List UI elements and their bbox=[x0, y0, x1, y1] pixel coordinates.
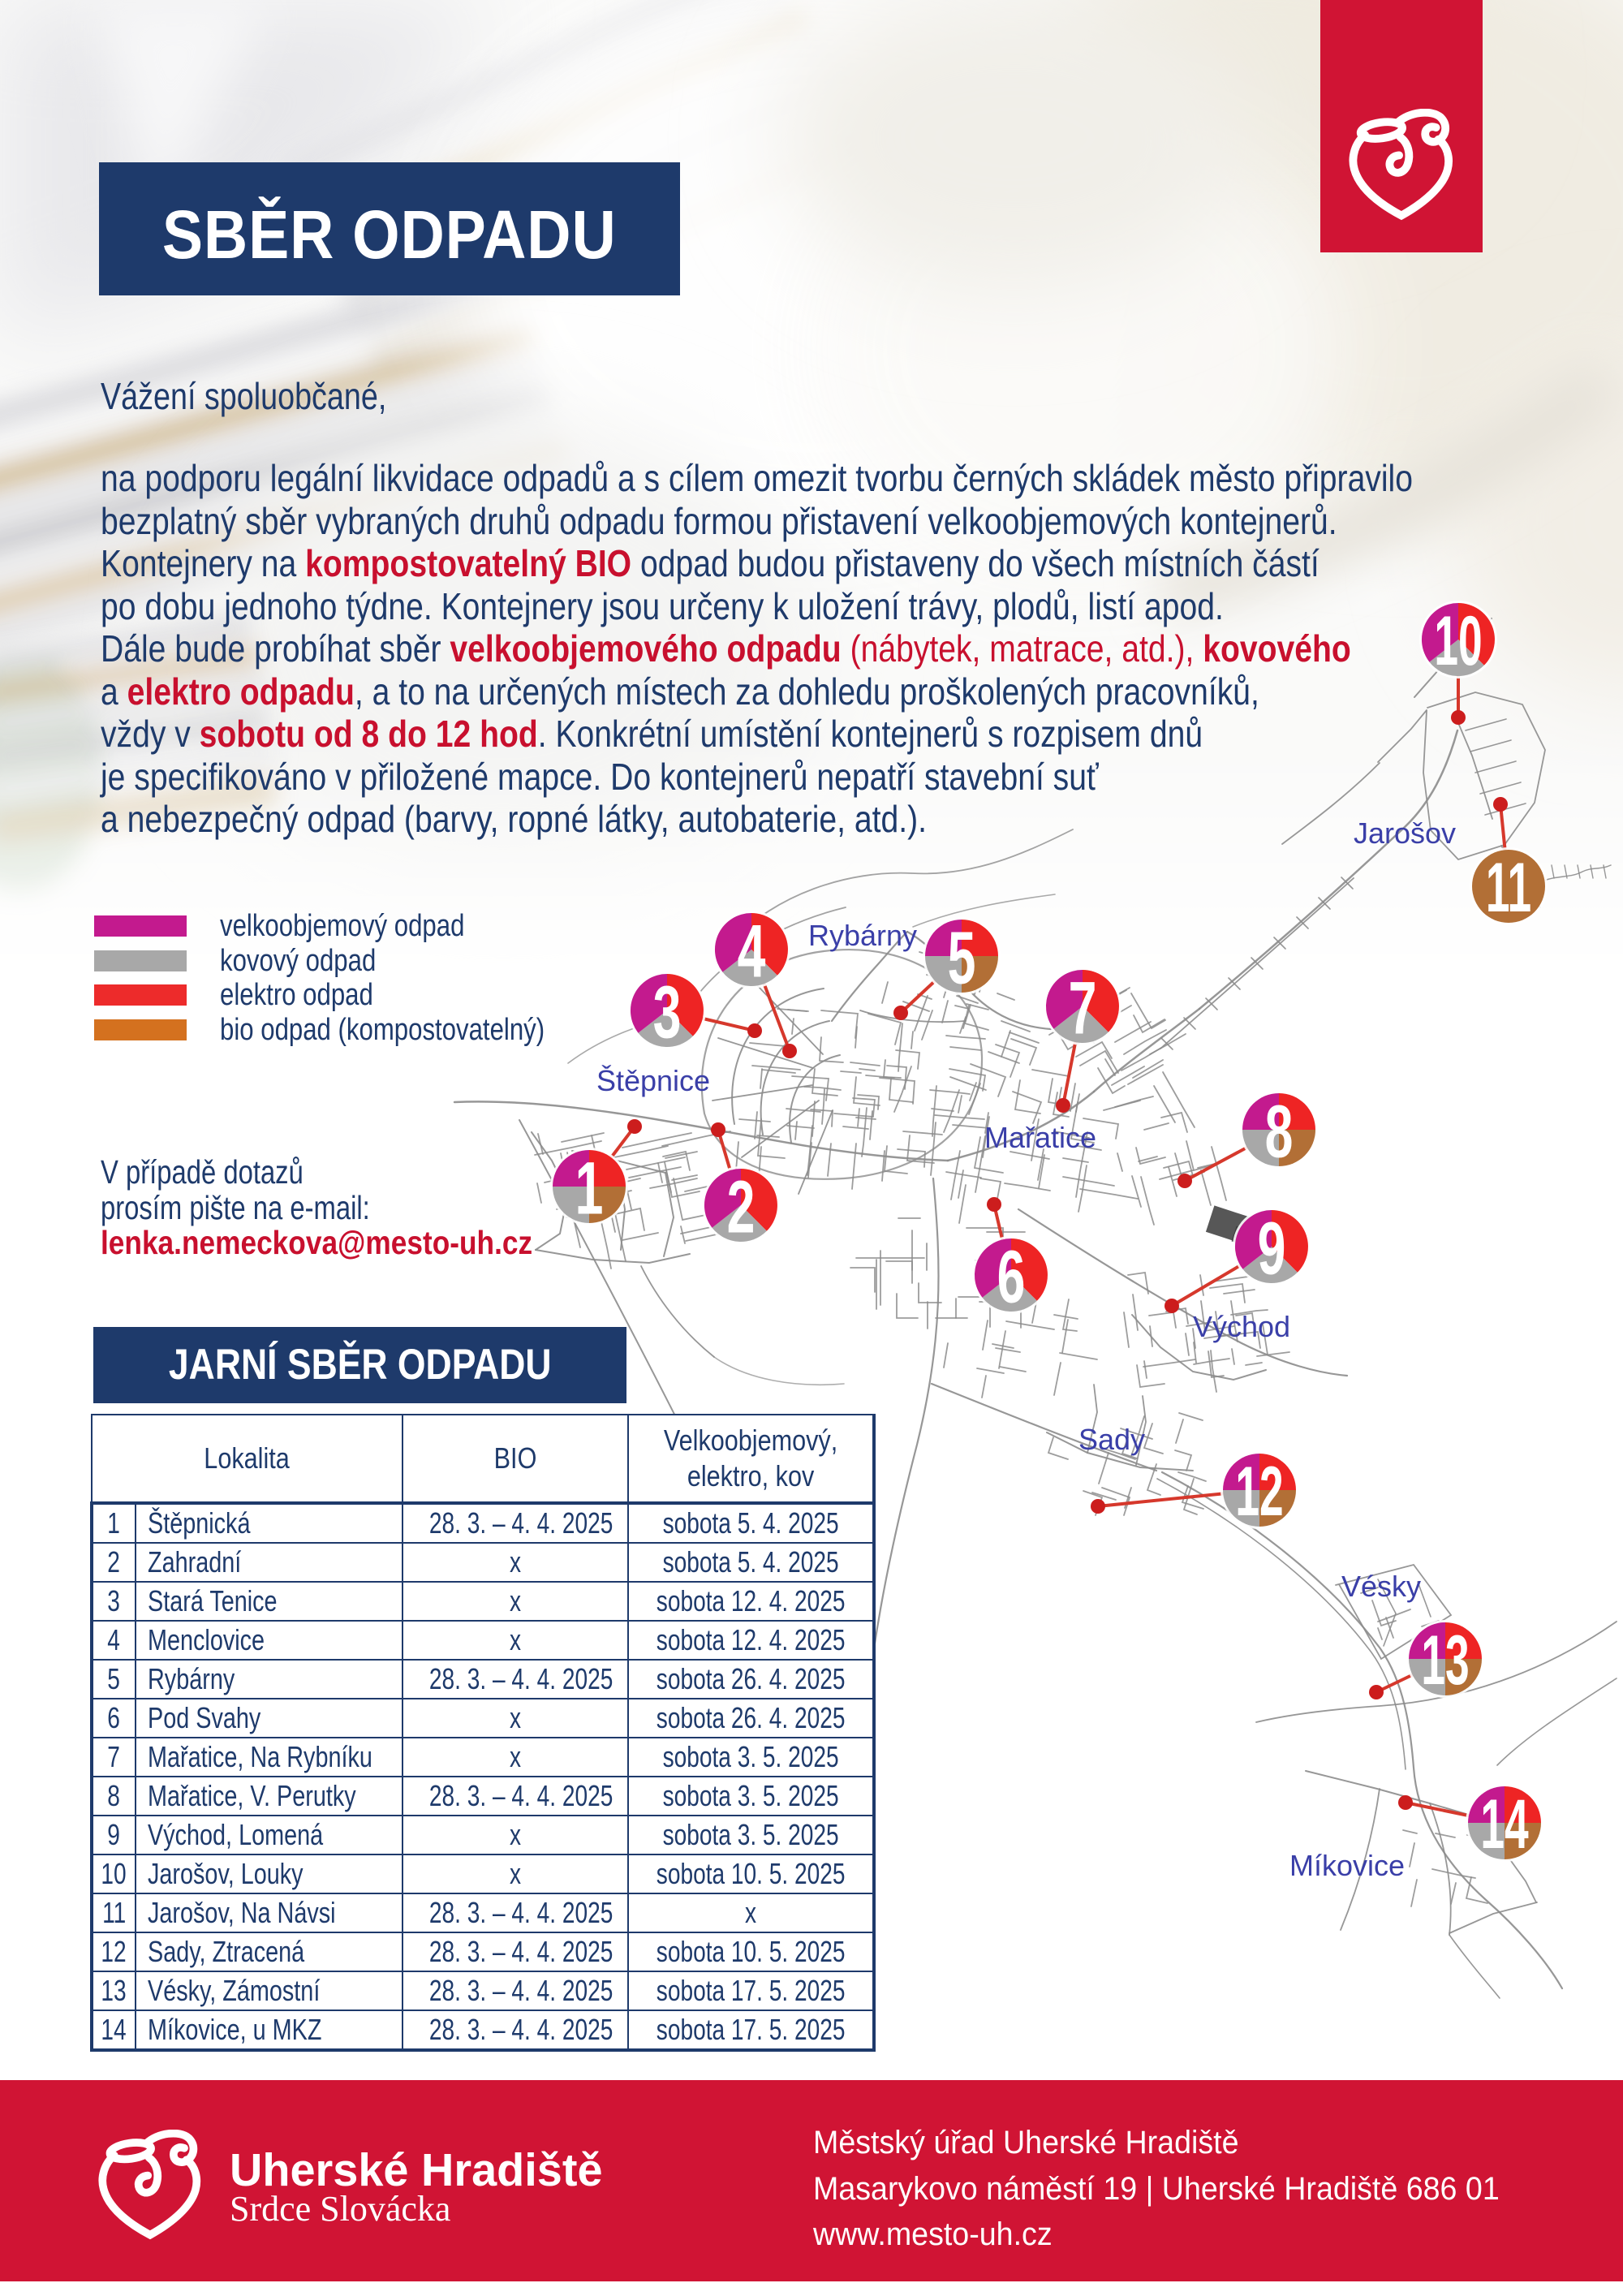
svg-text:7: 7 bbox=[1069, 967, 1097, 1050]
svg-text:11: 11 bbox=[1486, 849, 1531, 927]
svg-text:Rybárny: Rybárny bbox=[808, 919, 917, 952]
svg-text:Štěpnice: Štěpnice bbox=[596, 1064, 710, 1097]
svg-text:Mařatice: Mařatice bbox=[984, 1121, 1096, 1154]
svg-text:1: 1 bbox=[575, 1147, 604, 1230]
svg-text:Jarošov: Jarošov bbox=[1354, 816, 1456, 850]
svg-text:5: 5 bbox=[948, 916, 976, 1000]
svg-text:2: 2 bbox=[727, 1165, 756, 1249]
svg-text:Vésky: Vésky bbox=[1341, 1570, 1421, 1603]
svg-text:Míkovice: Míkovice bbox=[1289, 1849, 1405, 1882]
svg-text:12: 12 bbox=[1235, 1453, 1283, 1531]
svg-text:9: 9 bbox=[1258, 1207, 1286, 1290]
svg-text:4: 4 bbox=[738, 910, 766, 993]
svg-text:10: 10 bbox=[1434, 602, 1482, 680]
svg-text:Východ: Východ bbox=[1193, 1310, 1290, 1343]
svg-text:13: 13 bbox=[1421, 1622, 1469, 1699]
svg-text:14: 14 bbox=[1480, 1786, 1528, 1863]
svg-text:Sady: Sady bbox=[1078, 1423, 1145, 1456]
svg-text:3: 3 bbox=[653, 971, 682, 1054]
svg-text:6: 6 bbox=[997, 1235, 1026, 1319]
svg-text:8: 8 bbox=[1265, 1090, 1294, 1174]
